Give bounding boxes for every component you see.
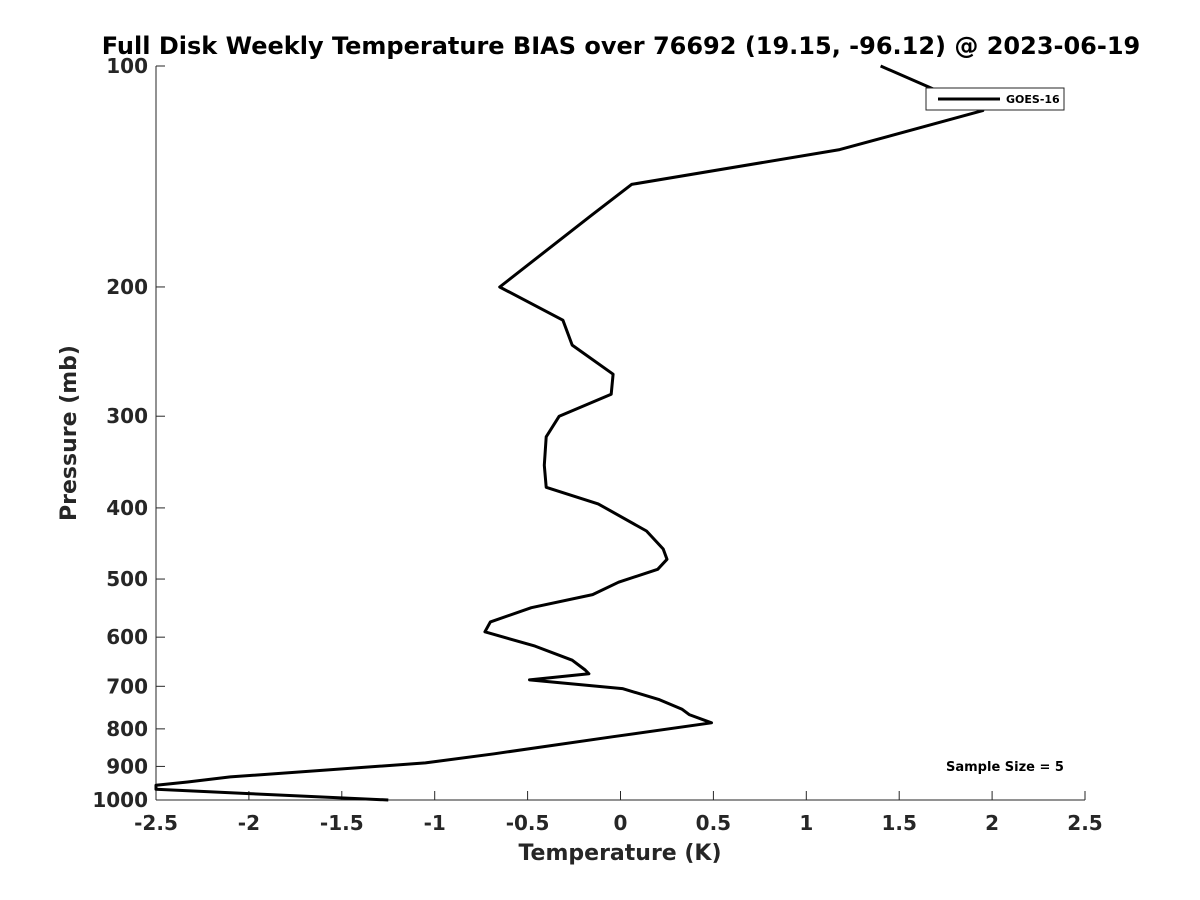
x-tick-label: 0 bbox=[614, 811, 628, 835]
sample-size-annotation: Sample Size = 5 bbox=[946, 760, 1064, 775]
y-tick-label: 400 bbox=[106, 496, 148, 520]
y-tick-label: 700 bbox=[106, 674, 148, 698]
x-ticks: -2.5 -2 -1.5 -1 -0.5 0 0.5 1 1.5 2 2.5 bbox=[134, 791, 1103, 835]
y-tick-label: 200 bbox=[106, 275, 148, 299]
x-tick-label: -2 bbox=[238, 811, 260, 835]
y-tick-label: 500 bbox=[106, 567, 148, 591]
y-tick-label: 300 bbox=[106, 404, 148, 428]
y-tick-label: 600 bbox=[106, 625, 148, 649]
x-tick-label: 1.5 bbox=[881, 811, 916, 835]
legend-label: GOES-16 bbox=[1006, 93, 1060, 106]
series-line-goes-16 bbox=[154, 64, 985, 802]
y-tick-label: 100 bbox=[106, 54, 148, 78]
y-ticks: 100 200 300 400 500 600 700 800 900 1000 bbox=[92, 54, 165, 812]
x-axis-label: Temperature (K) bbox=[518, 841, 721, 866]
x-tick-label: -0.5 bbox=[506, 811, 550, 835]
x-tick-label: -1.5 bbox=[320, 811, 364, 835]
x-tick-label: 2.5 bbox=[1067, 811, 1102, 835]
series-layer bbox=[154, 64, 985, 802]
x-tick-label: -1 bbox=[424, 811, 446, 835]
legend: GOES-16 bbox=[925, 87, 1065, 111]
y-axis-label: Pressure (mb) bbox=[57, 345, 82, 521]
y-tick-label: 1000 bbox=[92, 788, 148, 812]
y-tick-label: 800 bbox=[106, 717, 148, 741]
x-tick-label: 0.5 bbox=[696, 811, 731, 835]
x-tick-label: -2.5 bbox=[134, 811, 178, 835]
x-tick-label: 2 bbox=[985, 811, 999, 835]
x-tick-label: 1 bbox=[799, 811, 813, 835]
y-tick-label: 900 bbox=[106, 754, 148, 778]
chart-title: Full Disk Weekly Temperature BIAS over 7… bbox=[102, 32, 1141, 60]
